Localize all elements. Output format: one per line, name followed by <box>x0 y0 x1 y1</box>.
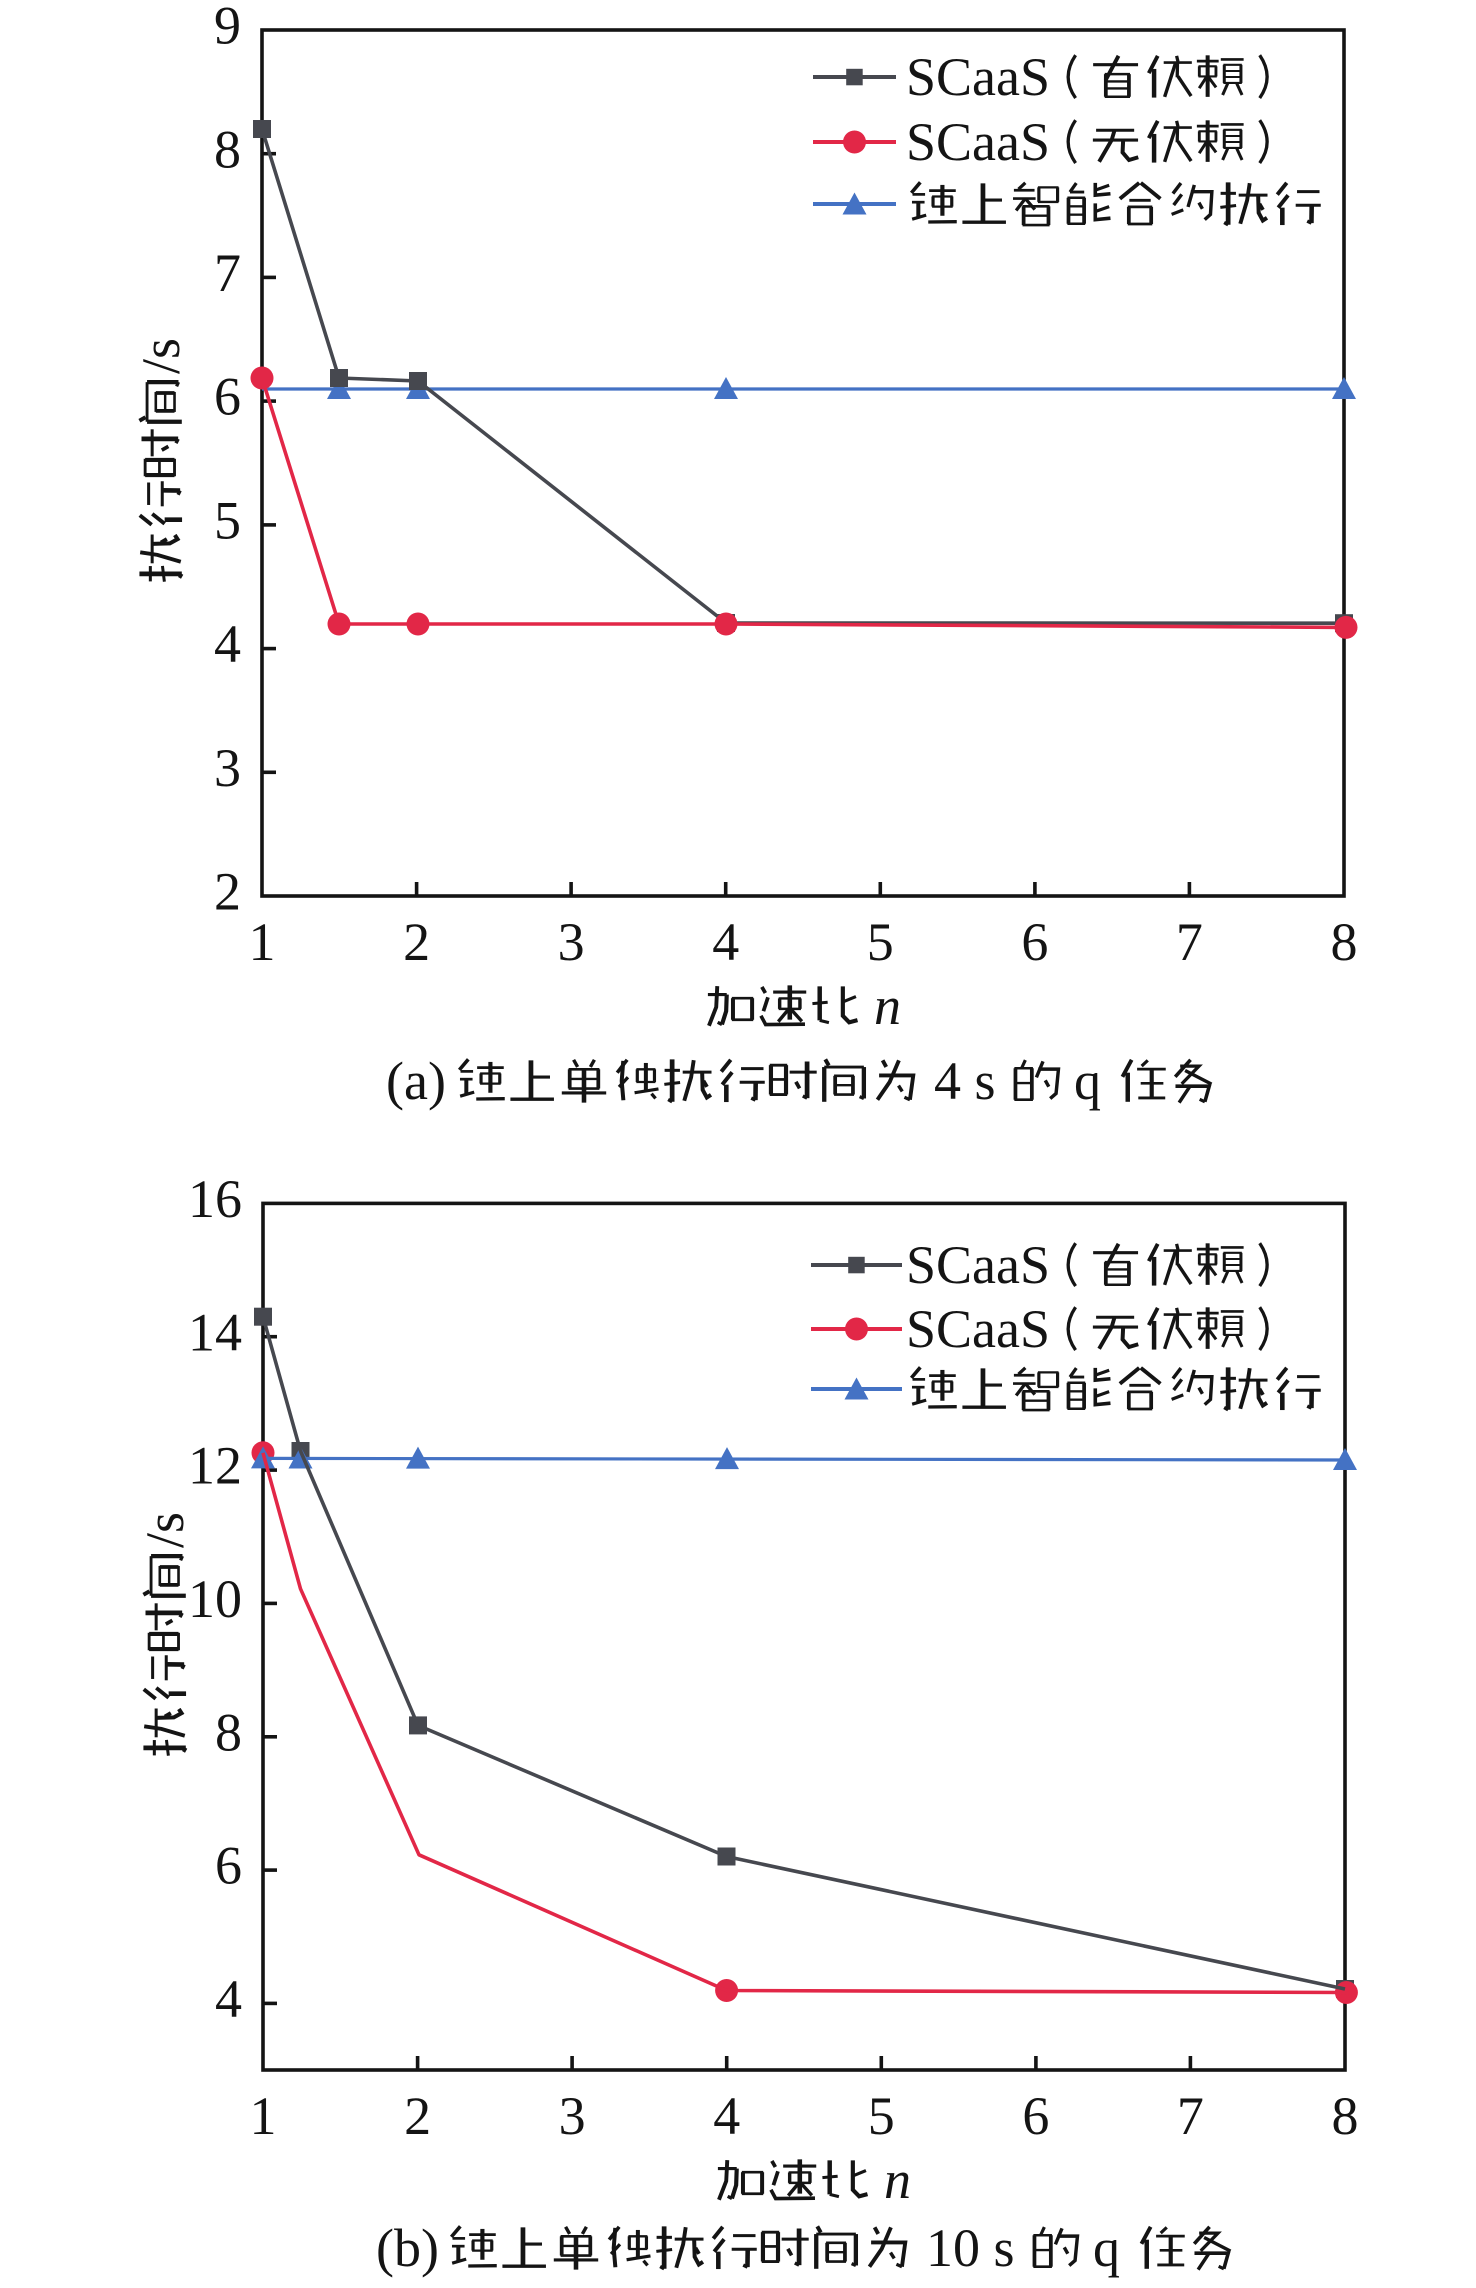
svg-text:n: n <box>874 976 901 1036</box>
svg-text:16: 16 <box>188 1169 242 1229</box>
svg-text:6: 6 <box>215 1836 242 1896</box>
svg-text:8: 8 <box>1331 912 1358 972</box>
svg-text:6: 6 <box>1021 912 1048 972</box>
svg-text:5: 5 <box>214 491 241 551</box>
svg-text:5: 5 <box>867 912 894 972</box>
svg-text:9: 9 <box>214 0 241 56</box>
svg-text:SCaaS: SCaaS <box>906 1235 1050 1295</box>
svg-text:7: 7 <box>214 243 241 303</box>
svg-text:12: 12 <box>188 1436 242 1496</box>
svg-text:/s: /s <box>135 1512 195 1548</box>
svg-text:6: 6 <box>1022 2086 1049 2146</box>
svg-text:1: 1 <box>249 912 276 972</box>
svg-text:q: q <box>1074 1051 1101 1111</box>
svg-text:q: q <box>1093 2218 1120 2278</box>
svg-text:3: 3 <box>559 2086 586 2146</box>
svg-text:4: 4 <box>215 1969 242 2029</box>
svg-text:7: 7 <box>1177 2086 1204 2146</box>
svg-text:(b): (b) <box>376 2218 439 2278</box>
svg-text:SCaaS: SCaaS <box>906 1299 1050 1359</box>
svg-text:n: n <box>884 2150 911 2210</box>
svg-text:10 s: 10 s <box>926 2218 1015 2278</box>
svg-text:8: 8 <box>215 1702 242 1762</box>
svg-text:4 s: 4 s <box>934 1051 996 1111</box>
svg-text:3: 3 <box>214 738 241 798</box>
svg-text:SCaaS: SCaaS <box>906 112 1050 172</box>
svg-text:SCaaS: SCaaS <box>906 47 1050 107</box>
svg-text:3: 3 <box>558 912 585 972</box>
svg-text:2: 2 <box>404 2086 431 2146</box>
svg-text:14: 14 <box>188 1302 242 1362</box>
svg-text:6: 6 <box>214 367 241 427</box>
svg-text:(a): (a) <box>386 1051 446 1111</box>
svg-text:1: 1 <box>250 2086 277 2146</box>
svg-text:4: 4 <box>214 614 241 674</box>
svg-text:4: 4 <box>713 2086 740 2146</box>
svg-text:2: 2 <box>403 912 430 972</box>
svg-text:10: 10 <box>188 1569 242 1629</box>
svg-text:7: 7 <box>1176 912 1203 972</box>
svg-text:4: 4 <box>712 912 739 972</box>
svg-text:8: 8 <box>214 119 241 179</box>
svg-text:8: 8 <box>1332 2086 1359 2146</box>
svg-text:2: 2 <box>214 862 241 922</box>
svg-text:5: 5 <box>868 2086 895 2146</box>
svg-text:/s: /s <box>131 338 191 374</box>
